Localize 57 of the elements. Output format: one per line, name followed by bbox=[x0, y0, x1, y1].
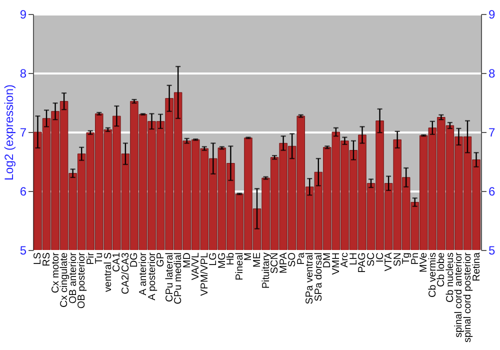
x-tick-label: Cb nucleus bbox=[444, 252, 456, 303]
x-tick-label: Cb lobe bbox=[436, 252, 448, 287]
x-tick-label: LS bbox=[32, 252, 44, 265]
y-axis-title: Log2 (expression) bbox=[2, 84, 16, 181]
y2-tick-label: 7 bbox=[488, 126, 496, 140]
y-tick-label: 5 bbox=[20, 244, 27, 258]
x-tick-label: M bbox=[243, 252, 254, 261]
x-tick-label: Arc bbox=[340, 252, 351, 268]
y2-tick-label: 8 bbox=[488, 66, 496, 80]
x-tick-label: CA2/CA3 bbox=[120, 252, 132, 294]
x-tick-label: Pn bbox=[410, 252, 421, 265]
y-tick-label: 6 bbox=[20, 184, 27, 198]
x-tick-label: GP bbox=[156, 252, 167, 267]
x-tick-label: MVe bbox=[418, 252, 430, 273]
y2-tick-label: 5 bbox=[488, 244, 496, 258]
x-tick-label: spinal cord posterior bbox=[462, 252, 474, 343]
x-tick-label: Tg bbox=[401, 252, 412, 264]
x-tick-label: LH bbox=[348, 252, 360, 266]
y2-tick-label: 6 bbox=[488, 184, 496, 198]
x-tick-label: SN bbox=[392, 252, 404, 266]
x-tick-label: RS bbox=[42, 252, 53, 266]
x-tick-label: VPM/VPL bbox=[199, 252, 210, 296]
x-tick-label: LG bbox=[208, 252, 220, 266]
x-tick-label: PAG bbox=[357, 252, 368, 273]
x-tick-label: VTA bbox=[384, 252, 395, 272]
x-tick-label: MPA bbox=[278, 252, 290, 274]
x-tick-label: Tu bbox=[94, 252, 106, 264]
x-tick-label: OB anterior bbox=[68, 252, 79, 304]
x-tick-label: OB posterior bbox=[76, 252, 88, 309]
y2-tick-label: 9 bbox=[488, 8, 496, 22]
x-tick-label: SPa dorsal bbox=[313, 252, 324, 302]
x-tick-label: Pir bbox=[85, 252, 96, 265]
x-tick-label: Pa bbox=[296, 252, 307, 265]
x-tick-label: DG bbox=[129, 252, 140, 268]
x-tick-label: spinal cord anterior bbox=[454, 252, 465, 338]
x-tick-label: Cx cingulate bbox=[59, 252, 70, 308]
y-tick-label: 9 bbox=[20, 8, 27, 22]
y-tick-label: 7 bbox=[20, 126, 27, 140]
x-tick-label: A posterior bbox=[146, 252, 158, 300]
x-tick-label: DM bbox=[322, 252, 334, 268]
x-tick-label: CPu medial bbox=[173, 252, 184, 304]
x-tick-label: VMH bbox=[330, 252, 342, 275]
x-tick-label: A anterior bbox=[138, 252, 149, 296]
x-tick-label: SO bbox=[287, 252, 298, 267]
y-tick-label: 8 bbox=[20, 66, 27, 80]
x-tick-label: IC bbox=[374, 252, 386, 262]
x-tick-label: Cb vermis bbox=[427, 252, 438, 298]
x-tick-label: ventral S bbox=[102, 252, 114, 292]
x-tick-label: CA1 bbox=[112, 252, 123, 272]
x-tick-label: Pineal bbox=[234, 252, 246, 280]
x-tick-label: SCN bbox=[270, 252, 281, 274]
x-tick-label: MG bbox=[216, 252, 228, 269]
x-tick-label: Retina bbox=[471, 252, 482, 282]
x-tick-label: ME bbox=[252, 252, 263, 268]
x-tick-label: Hb bbox=[226, 252, 237, 266]
x-tick-label: Pituitary bbox=[260, 252, 272, 289]
x-tick-label: SC bbox=[366, 252, 378, 266]
